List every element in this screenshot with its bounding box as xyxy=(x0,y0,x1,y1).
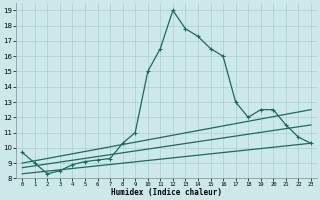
X-axis label: Humidex (Indice chaleur): Humidex (Indice chaleur) xyxy=(111,188,222,197)
